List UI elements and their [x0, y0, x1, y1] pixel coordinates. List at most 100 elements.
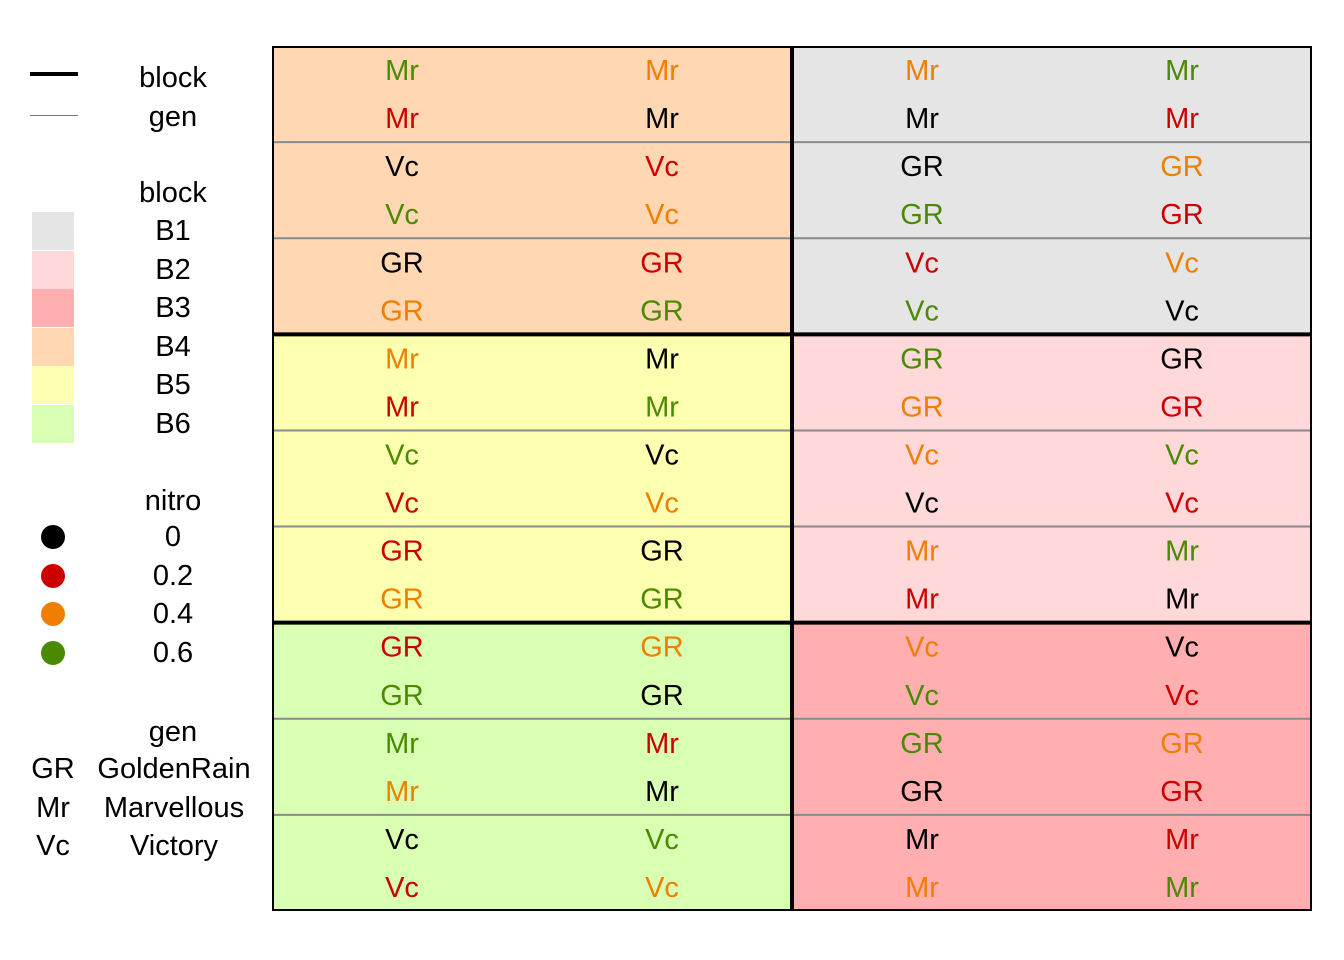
gen-legend-code: Mr [36, 791, 70, 824]
field-border [272, 46, 1312, 911]
plot-label: Vc [1165, 295, 1199, 327]
field-plan-svg: Mr Mr Mr Mr Mr Mr Mr Mr Vc Vc GR GR Vc Vc GR GR GR GR Vc Vc… [272, 46, 1312, 911]
plot-label: Vc [905, 247, 939, 279]
plot-label: GR [640, 295, 684, 327]
plot-label: Mr [905, 872, 939, 904]
plot-label: Mr [1165, 536, 1199, 568]
plot-label: Vc [385, 151, 419, 183]
plot-label: GR [1160, 728, 1204, 760]
nitro-dot-0 [41, 525, 65, 549]
block-area-b1 [792, 46, 1312, 335]
gen-legend-name: Victory [129, 830, 219, 862]
plot-label: Vc [645, 824, 679, 856]
gen-legend-title: gen [148, 716, 198, 748]
legend: block gen block B1 B2 B3 B4 B5 B6 nitro 0 0.2 0… [0, 0, 270, 960]
plot-label: Vc [1165, 680, 1199, 712]
gen-legend-name: Marvellous [103, 791, 245, 824]
plot-label: Mr [1165, 584, 1199, 616]
plot-label: Vc [385, 824, 419, 856]
plot-label: GR [380, 295, 424, 327]
plot-label: Mr [1165, 872, 1199, 904]
block-legend-label-b5: B5 [155, 369, 191, 401]
block-swatch-b1 [32, 212, 74, 250]
nitro-legend-label: 0 [164, 521, 182, 553]
plot-label: GR [1160, 343, 1204, 375]
plot-label: GR [900, 151, 944, 183]
plot-label: GR [380, 632, 424, 664]
plot-label: Mr [645, 776, 679, 808]
plot-label: GR [900, 728, 944, 760]
block-swatch-b2 [32, 250, 74, 289]
block-area-b6 [272, 622, 792, 911]
plot-label: Vc [385, 439, 419, 471]
nitro-legend-label: 0.4 [152, 598, 194, 630]
block-swatch-b3 [32, 289, 74, 327]
plot-label: Vc [645, 151, 679, 183]
plot-label: GR [900, 199, 944, 231]
plot-label: Vc [385, 199, 419, 231]
plot-label: GR [900, 343, 944, 375]
nitro-legend-label: 0.2 [152, 559, 194, 592]
plot-label: Vc [905, 295, 939, 327]
plot-label: GR [380, 536, 424, 568]
block-swatch-b6 [32, 404, 74, 443]
block-area-b5 [272, 334, 792, 623]
plot-label: Mr [385, 103, 419, 135]
plot-label: Vc [905, 680, 939, 712]
plot-label: Mr [385, 728, 419, 760]
plot-label: Vc [905, 632, 939, 664]
block-legend-label-b2: B2 [155, 253, 191, 286]
block-legend-label-b3: B3 [155, 292, 191, 324]
gen-legend-name: GoldenRain [97, 753, 251, 785]
plot-label: GR [1160, 391, 1204, 423]
plot-label: GR [380, 680, 424, 712]
plot-label: Vc [645, 488, 679, 520]
plot-label: Mr [645, 728, 679, 760]
plot-label: Mr [905, 103, 939, 135]
gen-legend-code: Vc [36, 830, 70, 862]
block-swatch-b4 [32, 327, 74, 366]
plot-label: Mr [905, 824, 939, 856]
plot-label: GR [900, 776, 944, 808]
plot-label: Vc [905, 439, 939, 471]
plot-label: GR [1160, 776, 1204, 808]
nitro-legend-label: 0.6 [152, 636, 194, 669]
plot-label: Vc [385, 488, 419, 520]
nitro-dot-0-4 [41, 602, 65, 626]
plot-label: Mr [385, 391, 419, 423]
nitro-dot-0-2 [41, 563, 65, 588]
plot-label: Mr [905, 55, 939, 87]
plot-label: Vc [1165, 439, 1199, 471]
plot-label: Vc [1165, 247, 1199, 279]
plot-label: GR [380, 247, 424, 279]
plot-label: Mr [905, 584, 939, 616]
plot-label: Mr [645, 391, 679, 423]
plot-label: Mr [905, 536, 939, 568]
nitro-dot-0-6 [41, 640, 65, 665]
plot-label: Vc [645, 872, 679, 904]
legend-line-block-label: block [139, 62, 207, 94]
plot-label: Mr [1165, 55, 1199, 87]
plot-label: Mr [1165, 103, 1199, 135]
plot-label: Vc [1165, 488, 1199, 520]
plot-label: GR [640, 632, 684, 664]
plot-label: GR [640, 680, 684, 712]
plot-label: Mr [385, 776, 419, 808]
plot-label: Vc [905, 488, 939, 520]
plot-label: Mr [385, 343, 419, 375]
plot-label: GR [640, 584, 684, 616]
plot-label: Vc [645, 439, 679, 471]
block-swatch-b5 [32, 366, 74, 404]
plot-label: Vc [385, 872, 419, 904]
plot-label: Vc [1165, 632, 1199, 664]
plot-label: GR [900, 391, 944, 423]
plot-label: Vc [645, 199, 679, 231]
legend-line-gen-label: gen [148, 101, 198, 133]
plot-label: GR [1160, 199, 1204, 231]
gen-legend-code: GR [31, 753, 75, 785]
block-area-b4 [272, 46, 792, 335]
plot-label: Mr [645, 343, 679, 375]
plot-label: GR [1160, 151, 1204, 183]
block-legend-label-b6: B6 [155, 407, 191, 440]
plot-label: GR [640, 536, 684, 568]
